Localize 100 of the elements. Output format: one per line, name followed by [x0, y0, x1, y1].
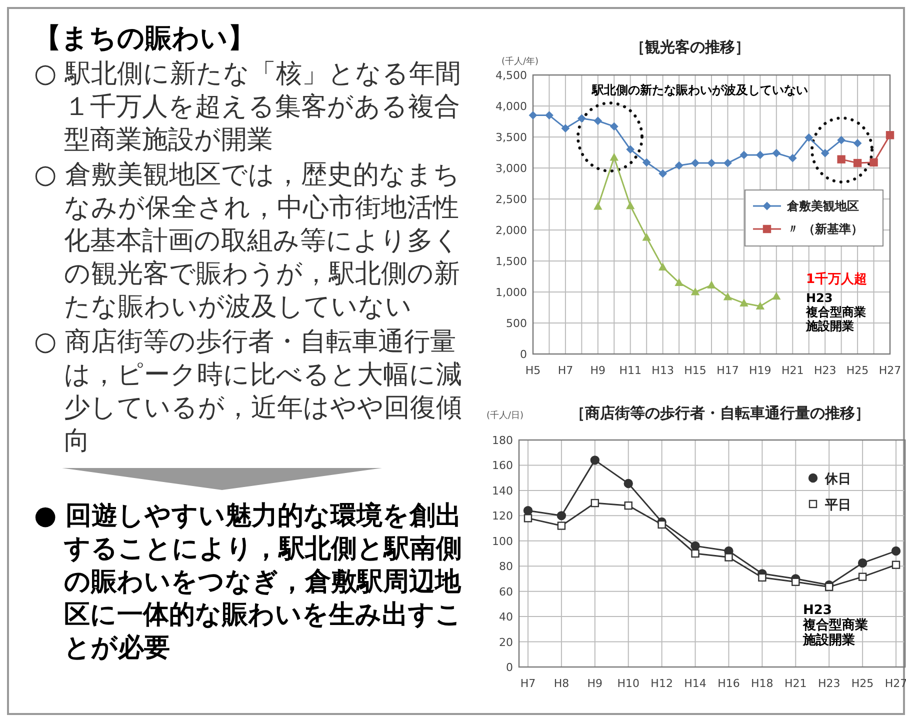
point	[658, 170, 667, 178]
x-tick-label: H9	[587, 677, 603, 690]
x-tick-label: H21	[781, 364, 804, 377]
point	[523, 506, 533, 516]
y-tick-label: 3,500	[496, 131, 527, 144]
point	[891, 546, 901, 556]
point	[529, 111, 537, 120]
y-tick-label: 80	[499, 560, 513, 574]
x-tick-label: H21	[784, 677, 807, 690]
chart-title: ［商店街等の歩行者・自転車通行量の推移］	[570, 404, 870, 422]
point	[690, 541, 700, 551]
point	[590, 456, 600, 465]
point	[708, 159, 716, 168]
point	[626, 202, 634, 210]
point	[824, 582, 834, 592]
point	[545, 111, 554, 120]
point	[524, 514, 532, 522]
y-tick-label: 180	[492, 434, 513, 447]
y-tick-label: 2,000	[496, 224, 527, 237]
point	[792, 578, 800, 586]
x-tick-label: H27	[884, 677, 906, 690]
point	[675, 162, 684, 170]
x-tick-label: H17	[716, 364, 739, 377]
point	[691, 288, 700, 296]
x-tick-label: H13	[652, 364, 674, 377]
point	[626, 145, 634, 154]
point	[658, 520, 666, 529]
point	[594, 116, 602, 125]
point	[691, 549, 700, 558]
legend-label: 休日	[824, 472, 851, 487]
x-tick-label: H8	[554, 677, 570, 690]
point	[756, 150, 764, 159]
point	[610, 122, 618, 130]
text: ○ 倉敷美観地区では，歴史的なまちなみが保全され，中心市街地活性化基本計画の取組み等により多くの観光客で賑わうが，駅北側の新たな賑わいが波及していない	[34, 159, 461, 324]
point	[578, 114, 586, 122]
x-tick-label: H16	[718, 677, 740, 690]
point	[772, 292, 780, 300]
x-tick-label: H7	[520, 677, 536, 690]
y-axis-title: (千人/年)	[501, 56, 539, 67]
y-tick-label: 3,000	[496, 162, 527, 175]
y-tick-label: 160	[492, 459, 513, 472]
x-tick-label: H19	[749, 364, 772, 377]
y-tick-label: 1,500	[496, 255, 527, 268]
point	[561, 124, 570, 132]
point	[788, 154, 797, 162]
point	[837, 155, 846, 164]
point	[892, 560, 900, 569]
x-tick-label: H7	[558, 364, 574, 377]
text: ● 回遊しやすい魅力的な環境を創出することにより，駅北側と駅南側の賑わいをつなぎ，倉敷駅周辺地区に一体的な賑わいを生み出すことが必要	[34, 500, 463, 665]
legend-label: 〃 （新基準）	[787, 222, 864, 236]
point	[724, 292, 732, 300]
point	[804, 134, 813, 142]
y-tick-label: 4,500	[496, 69, 527, 82]
point	[590, 498, 600, 508]
point	[886, 131, 894, 140]
y-tick-label: 100	[492, 534, 513, 548]
x-tick-label: H23	[818, 677, 840, 690]
point	[724, 159, 732, 168]
y-tick-label: 140	[492, 484, 513, 498]
point	[557, 522, 566, 530]
x-tick-label: H18	[751, 677, 774, 690]
point	[837, 136, 846, 144]
point	[642, 158, 651, 166]
text: 【まちの賑わい】	[34, 22, 256, 56]
x-tick-label: H14	[684, 677, 706, 690]
y-tick-label: 4,000	[496, 100, 527, 113]
y-tick-label: 60	[499, 585, 513, 598]
y-tick-label: 1,000	[496, 286, 527, 299]
point	[556, 511, 566, 520]
y-axis-title: (千人/日)	[486, 410, 524, 421]
point	[675, 278, 684, 286]
x-tick-label: H25	[846, 364, 869, 377]
legend-label: 平日	[824, 498, 851, 513]
point	[624, 501, 632, 510]
x-tick-label: H5	[525, 364, 541, 377]
x-tick-label: H12	[650, 677, 673, 690]
x-tick-label: H9	[590, 364, 606, 377]
chart-title: ［観光客の推移］	[630, 38, 750, 56]
y-tick-label: 2,500	[496, 193, 527, 206]
point	[853, 158, 862, 168]
point	[724, 553, 733, 562]
point	[858, 572, 867, 581]
legend-label: 倉敷美観地区	[786, 199, 859, 213]
y-tick-label: 0	[506, 661, 513, 674]
point	[858, 558, 868, 568]
y-tick-label: 20	[499, 636, 513, 649]
point	[691, 159, 700, 168]
point	[756, 302, 764, 310]
point	[642, 233, 651, 241]
point	[854, 139, 862, 148]
text: ○ 商店街等の歩行者・自転車通行量は，ピーク時に比べると大幅に減少しているが，近年はやや回復傾向	[34, 326, 463, 458]
annotation: H23 複合型商業施設開業	[802, 603, 868, 648]
x-tick-label: H11	[619, 364, 642, 377]
point	[658, 263, 667, 270]
x-tick-label: H23	[814, 364, 836, 377]
point	[740, 299, 748, 306]
x-tick-label: H15	[684, 364, 706, 377]
y-tick-label: 500	[506, 317, 527, 330]
x-tick-label: H25	[851, 677, 874, 690]
annotation: 駅北側の新たな賑わいが波及していない	[591, 83, 808, 97]
